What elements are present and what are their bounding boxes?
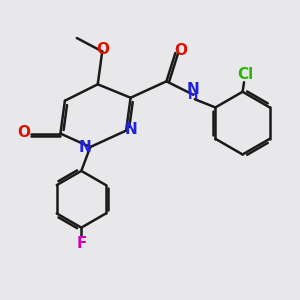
Text: N: N <box>125 122 138 136</box>
Text: H: H <box>188 89 199 102</box>
Text: Cl: Cl <box>237 67 254 82</box>
Text: N: N <box>79 140 91 155</box>
Text: O: O <box>17 125 31 140</box>
Text: F: F <box>76 236 86 251</box>
Text: O: O <box>174 43 187 58</box>
Text: N: N <box>187 82 200 97</box>
Text: O: O <box>96 43 109 58</box>
